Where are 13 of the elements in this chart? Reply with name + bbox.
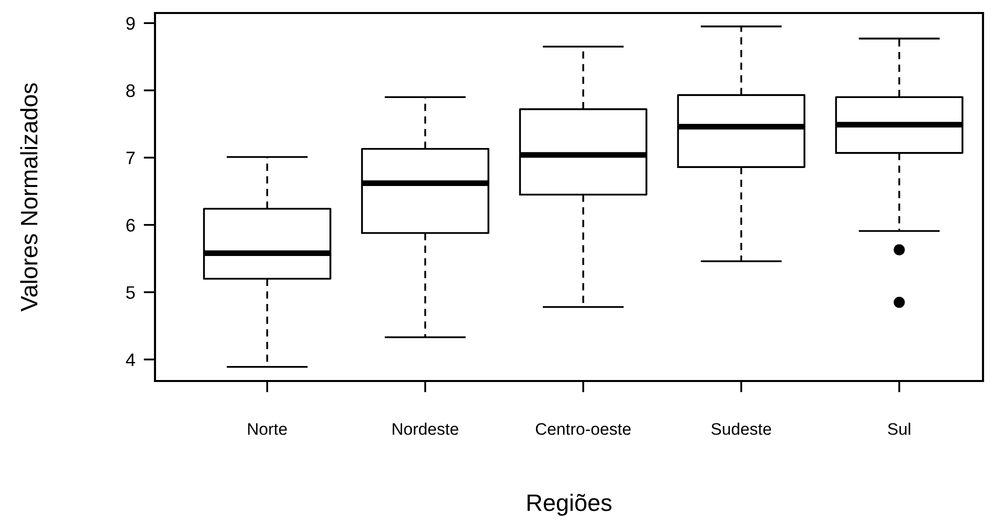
y-tick-label: 8: [126, 84, 135, 98]
y-tick-label: 4: [126, 354, 136, 366]
y-tick-label: 9: [126, 17, 135, 30]
x-tick-label: Sudeste: [711, 422, 772, 435]
y-tick-label: 6: [126, 218, 135, 232]
x-tick-label: Centro-oeste: [536, 423, 631, 435]
y-axis-title: Valores Normalizados: [20, 83, 38, 312]
y-tick-label: 7: [126, 152, 135, 164]
x-tick-label: Sul: [888, 422, 910, 435]
x-axis-title: Regiões: [528, 494, 612, 516]
y-tick-label: 5: [126, 286, 135, 299]
x-tick-label: Norte: [248, 423, 287, 435]
x-tick-label: Nordeste: [392, 422, 458, 435]
